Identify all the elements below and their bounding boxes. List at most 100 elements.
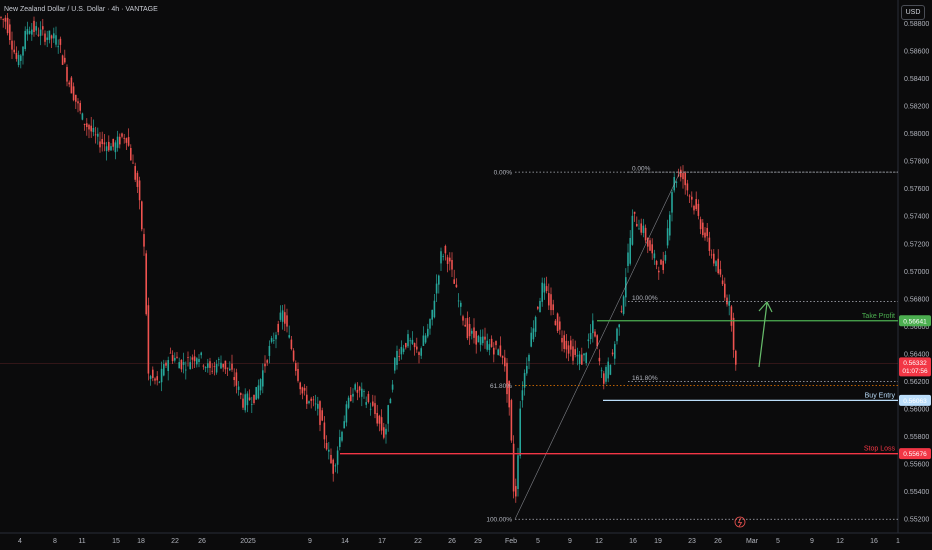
fib-level-label: 100.00%	[486, 517, 512, 524]
candle-body	[660, 259, 662, 265]
candle-body	[235, 372, 238, 386]
candle-body	[57, 46, 59, 48]
candle-body	[719, 269, 722, 275]
candle-body	[182, 362, 185, 365]
candle-body	[504, 357, 506, 367]
candle-body	[466, 317, 469, 339]
candle-body	[475, 331, 477, 345]
candle-body	[55, 35, 57, 45]
x-tick-label: Feb	[505, 538, 517, 545]
candle-body	[277, 323, 279, 333]
candle-body	[512, 443, 515, 492]
chart-title: New Zealand Dollar / U.S. Dollar · 4h · …	[4, 6, 158, 13]
candle-body	[484, 336, 486, 340]
candle-body	[92, 127, 95, 133]
candle-body	[90, 125, 92, 132]
fib-level-label: 0.00%	[632, 166, 651, 173]
candle-body	[400, 346, 403, 355]
candle-body	[213, 366, 216, 368]
y-tick-label: 0.58800	[904, 21, 929, 28]
candle-body	[259, 379, 262, 391]
candle-body	[517, 455, 519, 490]
x-tick-label: 12	[836, 538, 844, 545]
candle-body	[418, 352, 420, 356]
candle-body	[255, 387, 257, 400]
candle-body	[438, 275, 440, 285]
candle-body	[310, 398, 312, 401]
candle-body	[220, 362, 222, 369]
x-tick-label: 8	[53, 538, 57, 545]
x-tick-label: 22	[414, 538, 422, 545]
candle-body	[633, 211, 636, 214]
candle-body	[312, 399, 315, 401]
candle-body	[567, 345, 570, 354]
candle-body	[589, 332, 592, 340]
candle-body	[570, 340, 572, 350]
candle-body	[501, 355, 504, 358]
candle-body	[123, 137, 125, 139]
x-tick-label: 12	[595, 538, 603, 545]
candle-body	[354, 384, 356, 390]
x-tick-label: 26	[714, 538, 722, 545]
candle-body	[548, 293, 550, 306]
y-tick-label: 0.56200	[904, 379, 929, 386]
candle-body	[616, 328, 618, 342]
candle-body	[253, 394, 255, 404]
candle-body	[141, 201, 143, 230]
candle-body	[336, 450, 339, 465]
candle-body	[640, 223, 642, 233]
candle-body	[204, 367, 207, 369]
candle-body	[187, 357, 189, 358]
candle-body	[561, 337, 563, 343]
candle-body	[532, 328, 535, 340]
buy-entry-badge	[899, 394, 931, 406]
y-tick-label: 0.57800	[904, 159, 929, 166]
candle-body	[585, 352, 587, 364]
candle-body	[66, 67, 68, 82]
candle-body	[127, 137, 130, 146]
candle-body	[134, 166, 136, 180]
x-tick-label: 29	[474, 538, 482, 545]
candle-body	[171, 355, 174, 362]
y-tick-label: 0.56800	[904, 296, 929, 303]
candle-body	[638, 228, 640, 230]
candle-body	[350, 395, 352, 402]
candle-body	[246, 393, 249, 406]
candle-body	[143, 234, 145, 247]
candle-body	[649, 240, 651, 251]
candle-body	[112, 138, 114, 147]
candle-body	[429, 319, 431, 329]
y-tick-label: 0.55800	[904, 434, 929, 441]
candle-body	[0, 17, 2, 19]
candle-body	[427, 328, 429, 337]
candle-body	[600, 370, 603, 372]
candle-body	[284, 312, 286, 324]
candle-body	[37, 34, 40, 36]
candle-body	[594, 331, 596, 337]
candle-body	[572, 346, 574, 361]
candle-body	[222, 363, 224, 368]
x-tick-label: Mar	[746, 538, 759, 545]
x-tick-label: 9	[568, 538, 572, 545]
candle-body	[396, 350, 398, 365]
y-tick-label: 0.55600	[904, 462, 929, 469]
candle-body	[387, 405, 389, 424]
stop-loss-label: Stop Loss	[864, 446, 896, 453]
candle-body	[281, 310, 284, 322]
candle-body	[323, 422, 326, 440]
candle-body	[422, 335, 425, 346]
candle-body	[167, 360, 169, 371]
currency-button[interactable]: USD	[901, 5, 925, 20]
candle-body	[165, 362, 167, 366]
candle-body	[28, 30, 31, 34]
candle-body	[81, 113, 84, 120]
fib-level-label: 100.00%	[632, 295, 658, 302]
candle-body	[363, 391, 365, 392]
candle-body	[699, 219, 702, 230]
y-tick-label: 0.58600	[904, 48, 929, 55]
candle-body	[365, 402, 367, 405]
candle-body	[46, 37, 48, 40]
candle-body	[174, 357, 176, 361]
x-tick-label: 17	[378, 538, 386, 545]
